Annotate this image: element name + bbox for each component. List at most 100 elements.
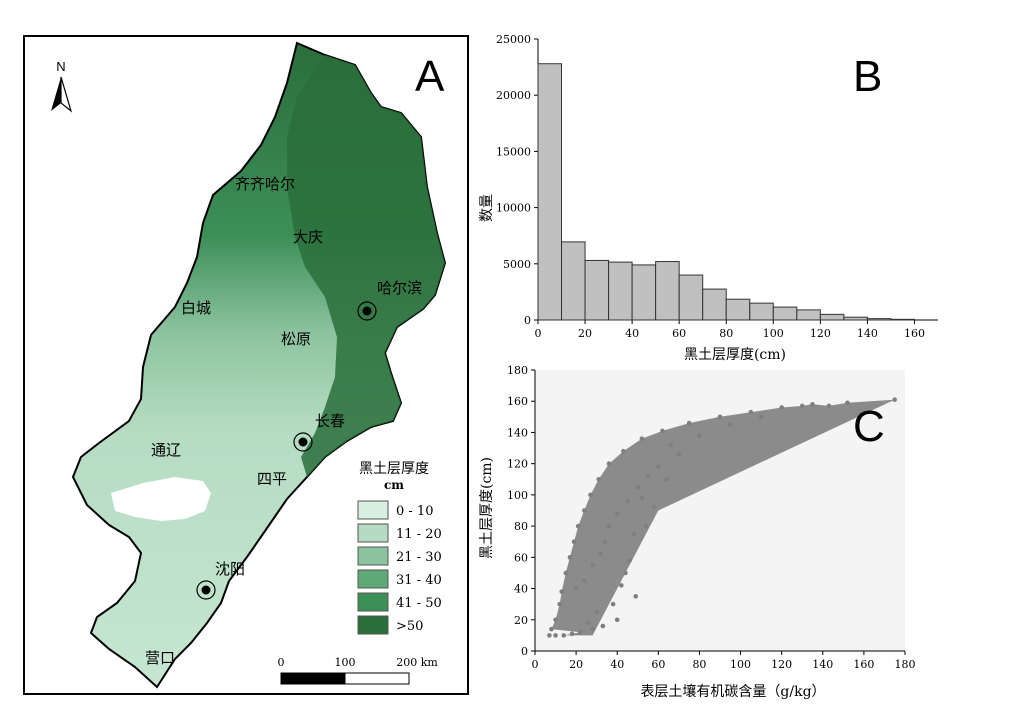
scale-tick-0: 0 — [278, 656, 285, 669]
scatter-point — [625, 498, 630, 504]
scatter-point — [619, 583, 624, 588]
scale-tick-100: 100 — [335, 656, 356, 669]
city-baicheng: 白城 — [181, 299, 211, 317]
scatter-xtick-label: 180 — [895, 658, 916, 671]
scatter-point — [651, 505, 657, 510]
scatter-point — [645, 473, 651, 479]
map-dark-band — [287, 55, 445, 477]
scatter-ytick-label: 60 — [514, 551, 528, 564]
histogram-bar — [749, 302, 774, 321]
histogram-xtick-label: 160 — [904, 327, 925, 340]
histogram-ytick-label: 10000 — [496, 202, 531, 215]
city-markers — [196, 301, 377, 600]
scatter-ytick-label: 0 — [521, 645, 528, 658]
scatter-point — [635, 484, 641, 490]
scatter-point — [553, 617, 558, 623]
legend-swatch — [357, 546, 389, 566]
scatter-point — [582, 508, 587, 513]
legend-label: 11 - 20 — [396, 527, 442, 542]
histogram-xtick-label: 0 — [535, 327, 542, 340]
scatter-point — [571, 539, 577, 545]
scatter-point — [561, 633, 567, 638]
city-shenyang: 沈阳 — [215, 560, 245, 578]
histogram-bar — [819, 313, 845, 321]
scatter-point — [547, 633, 552, 638]
legend-label: 41 - 50 — [396, 596, 442, 611]
scatter-point — [598, 551, 604, 557]
scatter-ytick-label: 100 — [507, 489, 528, 502]
scatter-point — [549, 626, 554, 632]
scatter-xtick-label: 20 — [569, 658, 583, 671]
legend-title: 黑土层厚度 — [359, 461, 429, 477]
scatter-point — [621, 448, 626, 454]
scatter-xtick-label: 40 — [610, 658, 624, 671]
scatter-ytick-label: 180 — [507, 364, 528, 377]
scatter-point — [590, 562, 595, 568]
scatter-ytick-label: 120 — [507, 458, 528, 471]
scatter-point — [748, 409, 754, 415]
scatter-point — [810, 402, 815, 407]
scatter-xlabel: 表层土壤有机碳含量（g/kg） — [640, 683, 825, 700]
scatter-point — [697, 433, 702, 438]
scatter-point — [656, 464, 661, 470]
city-tongliao: 通辽 — [151, 441, 181, 459]
scatter-ytick-label: 20 — [514, 614, 528, 627]
city-harbin: 哈尔滨 — [377, 279, 422, 297]
histogram-ytick-label: 20000 — [496, 89, 531, 102]
scatter-point — [588, 492, 593, 498]
scatter-point — [557, 601, 562, 607]
north-arrow: N — [51, 59, 73, 113]
panel-label-c: C — [853, 402, 885, 451]
scatter-point — [799, 403, 805, 409]
scatter-point — [563, 570, 569, 576]
scale-tick-200: 200 km — [396, 656, 438, 669]
scatter-xtick-label: 140 — [812, 658, 833, 671]
histogram-xtick-label: 140 — [857, 327, 878, 340]
scatter-xtick-label: 0 — [532, 658, 539, 671]
scatter-point — [594, 609, 599, 615]
scale-bar: 0 100 200 km — [278, 656, 438, 685]
histogram-ytick-label: 0 — [524, 314, 531, 327]
histogram-bar — [866, 318, 892, 321]
legend-swatch — [357, 500, 389, 520]
scatter-point — [614, 511, 620, 516]
city-daqing: 大庆 — [293, 228, 323, 246]
histogram-bar — [725, 298, 751, 321]
scatter-xtick-label: 160 — [853, 658, 874, 671]
scatter-point — [596, 476, 602, 482]
map-panel: N 齐齐哈尔 大庆 哈尔滨 白城 松原 长春 通辽 四平 沈阳 营口 黑土层厚度… — [23, 35, 469, 695]
legend-unit: cm — [384, 478, 404, 492]
scatter-point — [623, 570, 628, 576]
legend-label: 31 - 40 — [396, 573, 442, 588]
scatter-point — [553, 633, 558, 638]
scatter-point — [559, 589, 565, 594]
scatter-xtick-label: 80 — [692, 658, 706, 671]
city-qiqihar: 齐齐哈尔 — [235, 175, 295, 193]
scatter-point — [826, 403, 832, 409]
scatter-ytick-label: 40 — [514, 583, 528, 596]
histogram-bar — [702, 288, 727, 321]
legend-label: 21 - 30 — [396, 550, 442, 565]
histogram-bar — [608, 261, 633, 321]
city-yingkou: 营口 — [145, 649, 175, 667]
legend-swatch — [357, 592, 389, 612]
scatter-point — [676, 452, 682, 457]
scatter-point — [575, 523, 581, 529]
histogram-xtick-label: 120 — [810, 327, 831, 340]
scatter-point — [664, 476, 669, 482]
scatter-point — [643, 523, 649, 529]
scatter-ytick-label: 140 — [507, 426, 528, 439]
histogram-bar — [843, 316, 868, 321]
histogram-bar — [772, 306, 798, 321]
scatter-point — [686, 420, 692, 426]
scatter-point — [639, 495, 645, 501]
legend-swatch — [357, 523, 389, 543]
scatter-chart: 0 20 40 60 80 100 120 140 160 180 0 20 40 60 80 100 120 1… — [479, 364, 916, 700]
legend-label: >50 — [396, 619, 423, 634]
histogram-bar — [561, 241, 586, 321]
scatter-point — [573, 586, 579, 591]
map-svg: N 齐齐哈尔 大庆 哈尔滨 白城 松原 长春 通辽 四平 沈阳 营口 黑土层厚度… — [51, 41, 447, 689]
scatter-point — [577, 629, 583, 635]
city-songyuan: 松原 — [281, 330, 311, 348]
legend-swatch — [357, 615, 389, 635]
